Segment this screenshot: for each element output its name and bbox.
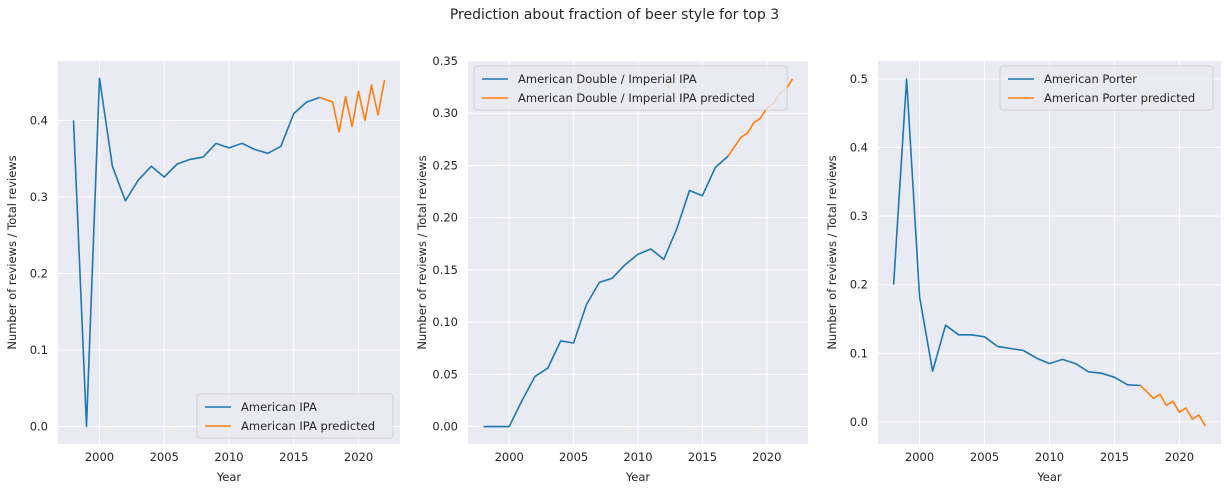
x-tick-label: 2020 xyxy=(1165,450,1194,464)
y-tick-label: 0.00 xyxy=(432,420,458,434)
legend: American IPA American IPA predicted xyxy=(196,393,394,439)
x-tick-label: 2005 xyxy=(150,450,179,464)
y-tick-label: 0.0 xyxy=(850,415,868,429)
x-tick-label: 2015 xyxy=(688,450,717,464)
y-axis-label: Number of reviews / Total reviews xyxy=(415,155,429,349)
y-tick-label: 0.1 xyxy=(850,346,868,360)
y-tick-label: 0.30 xyxy=(432,106,458,120)
y-tick-label: 0.20 xyxy=(432,211,458,225)
y-tick-label: 0.0 xyxy=(30,420,48,434)
y-tick-label: 0.15 xyxy=(432,263,458,277)
series-line-observed xyxy=(72,77,320,428)
y-tick-label: 0.2 xyxy=(850,278,868,292)
y-tick-label: 0.25 xyxy=(432,158,458,172)
legend-label: American Porter predicted xyxy=(1044,91,1195,105)
y-tick-label: 0.5 xyxy=(850,72,868,86)
chart-panel-1: 2000 2005 2010 2015 2020 0.0 0.1 0.2 0.3 0.4 Year N… xyxy=(5,61,400,484)
series-line-observed xyxy=(483,155,729,428)
series-line-observed xyxy=(892,78,1141,387)
x-axis-label: Year xyxy=(1036,470,1062,484)
x-tick-label: 2015 xyxy=(1100,450,1129,464)
x-tick-label: 2000 xyxy=(85,450,114,464)
legend: American Porter American Porter predicted xyxy=(999,65,1214,111)
y-tick-label: 0.2 xyxy=(30,266,48,280)
x-axis-label: Year xyxy=(216,470,242,484)
legend-label: American IPA predicted xyxy=(241,419,375,433)
legend-box xyxy=(999,65,1214,111)
x-axis-label: Year xyxy=(625,470,651,484)
series-line-predicted xyxy=(319,79,386,133)
x-tick-label: 2000 xyxy=(905,450,934,464)
legend-box xyxy=(196,393,394,439)
y-tick-label: 0.4 xyxy=(850,141,868,155)
y-tick-label: 0.35 xyxy=(432,54,458,68)
x-tick-label: 2000 xyxy=(495,450,524,464)
x-tick-label: 2010 xyxy=(214,450,243,464)
legend-label: American Double / Imperial IPA predicted xyxy=(518,91,755,105)
y-tick-label: 0.1 xyxy=(30,343,48,357)
figure-title: Prediction about fraction of beer style … xyxy=(449,7,780,23)
x-tick-label: 2005 xyxy=(970,450,999,464)
x-tick-label: 2010 xyxy=(1035,450,1064,464)
series-line-predicted xyxy=(1139,384,1207,427)
x-tick-label: 2015 xyxy=(279,450,308,464)
chart-panel-2: 2000 2005 2010 2015 2020 0.00 0.05 0.10 0.15 0.20… xyxy=(415,54,808,484)
x-tick-label: 2005 xyxy=(559,450,588,464)
legend-label: American Double / Imperial IPA xyxy=(518,72,697,86)
x-tick-label: 2020 xyxy=(344,450,373,464)
legend-box xyxy=(473,65,788,111)
chart-panel-3: 2000 2005 2010 2015 2020 0.0 0.1 0.2 0.3 0.4 0.5 Ye… xyxy=(825,61,1221,484)
y-tick-label: 0.10 xyxy=(432,315,458,329)
x-tick-label: 2010 xyxy=(623,450,652,464)
legend: American Double / Imperial IPA American D… xyxy=(473,65,788,111)
legend-label: American IPA xyxy=(241,400,317,414)
y-tick-label: 0.3 xyxy=(30,190,48,204)
x-tick-label: 2020 xyxy=(752,450,781,464)
y-tick-label: 0.3 xyxy=(850,209,868,223)
y-tick-label: 0.4 xyxy=(30,113,48,127)
y-axis-label: Number of reviews / Total reviews xyxy=(825,155,839,349)
legend-label: American Porter xyxy=(1044,72,1137,86)
y-tick-label: 0.05 xyxy=(432,367,458,381)
y-axis-label: Number of reviews / Total reviews xyxy=(5,155,19,349)
